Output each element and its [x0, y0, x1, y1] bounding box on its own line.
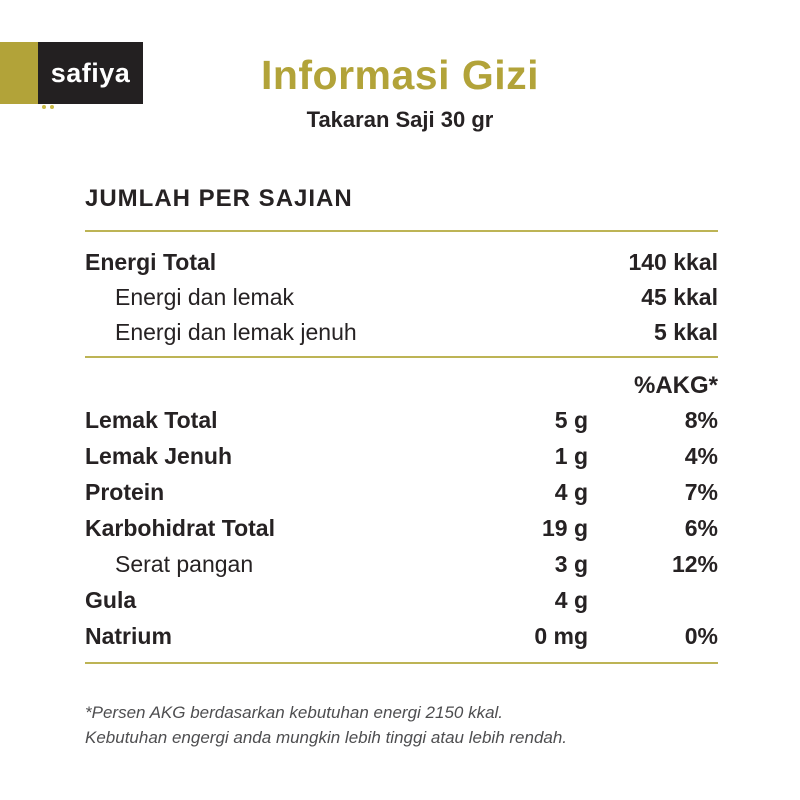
table-row: Energi dan lemak jenuh 5 kkal [85, 315, 718, 350]
row-amount: 1 g [554, 442, 588, 469]
table-row: Serat pangan 3 g 12% [85, 546, 718, 582]
row-pct: 6% [684, 514, 718, 541]
table-row: Lemak Total 5 g 8% [85, 402, 718, 438]
divider-bottom [85, 662, 718, 664]
brand-logo-dots-icon [42, 105, 46, 109]
row-label: Energi dan lemak jenuh [115, 319, 357, 345]
row-label: Protein [85, 478, 165, 505]
akg-column-header: %AKG* [633, 371, 718, 399]
table-row: Energi Total 140 kkal [85, 245, 718, 280]
nutrient-table: Lemak Total 5 g 8% Lemak Jenuh 1 g 4% Pr… [85, 402, 718, 654]
row-pct: 0% [684, 622, 718, 649]
energy-table: Energi Total 140 kkal Energi dan lemak 4… [85, 245, 718, 350]
row-label: Gula [85, 586, 137, 613]
row-label: Karbohidrat Total [85, 514, 275, 541]
logo-accent-square [0, 42, 38, 104]
table-row: Lemak Jenuh 1 g 4% [85, 438, 718, 474]
row-label: Energi dan lemak [115, 284, 294, 310]
row-value: 45 kkal [641, 284, 718, 310]
page-title: Informasi Gizi [260, 52, 540, 98]
brand-logo-text: safiya [50, 57, 131, 88]
section-heading: JUMLAH PER SAJIAN [85, 185, 353, 212]
row-amount: 0 mg [534, 622, 588, 649]
row-label: Energi Total [85, 249, 217, 275]
divider-top [85, 230, 718, 232]
row-pct: 4% [684, 442, 718, 469]
row-label: Natrium [85, 622, 172, 649]
table-row: Protein 4 g 7% [85, 474, 718, 510]
table-row: Gula 4 g [85, 582, 718, 618]
akg-header-row: %AKG* [85, 368, 718, 403]
row-pct: 8% [684, 406, 718, 433]
row-label: Lemak Total [85, 406, 218, 433]
serving-size-subtitle: Takaran Saji 30 gr [306, 107, 494, 132]
row-amount: 4 g [554, 478, 588, 505]
row-label: Lemak Jenuh [85, 442, 232, 469]
row-label: Serat pangan [115, 550, 254, 577]
akg-footnote: *Persen AKG berdasarkan kebutuhan energi… [85, 700, 567, 750]
table-row: Energi dan lemak 45 kkal [85, 280, 718, 315]
row-value: 140 kkal [628, 249, 718, 275]
row-amount: 19 g [541, 514, 588, 541]
row-amount: 3 g [554, 550, 588, 577]
brand-logo: safiya [38, 42, 143, 109]
row-pct: 12% [671, 550, 718, 577]
row-pct: 7% [684, 478, 718, 505]
row-value: 5 kkal [654, 319, 718, 345]
divider-middle [85, 356, 718, 358]
row-amount: 4 g [554, 586, 588, 613]
table-row: Natrium 0 mg 0% [85, 618, 718, 654]
table-row: Karbohidrat Total 19 g 6% [85, 510, 718, 546]
footnote-line: *Persen AKG berdasarkan kebutuhan energi… [85, 703, 504, 722]
row-amount: 5 g [554, 406, 588, 433]
footnote-line: Kebutuhan engergi anda mungkin lebih tin… [85, 728, 568, 747]
